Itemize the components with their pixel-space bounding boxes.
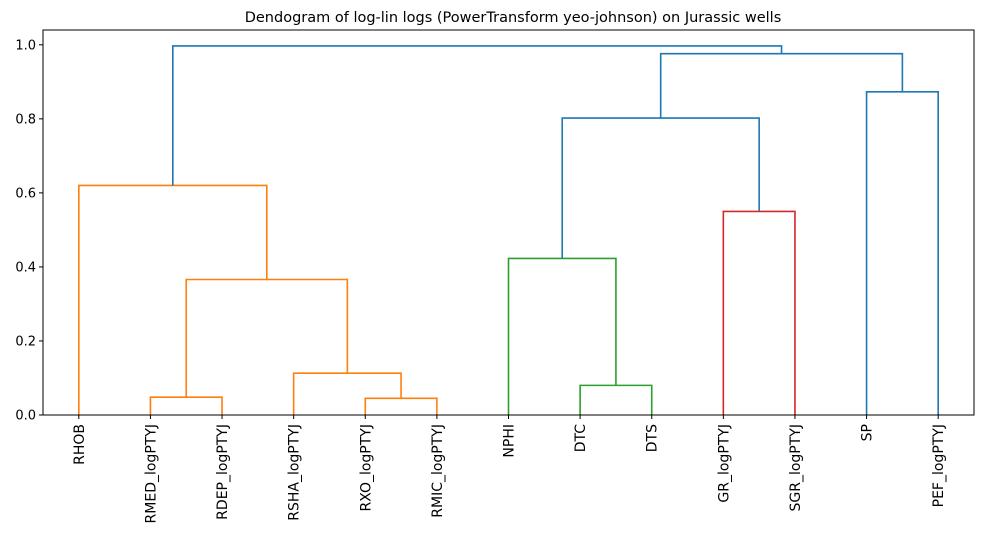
- leaf-label: PEF_logPTYJ: [931, 424, 947, 507]
- dendrogram-link-4: [185, 278, 349, 398]
- leaf-label: NPHI: [502, 424, 518, 458]
- chart-title: Dendogram of log-lin logs (PowerTransfor…: [245, 10, 782, 26]
- dendrogram-link-9: [561, 117, 760, 259]
- leaf-label: RHOB: [72, 424, 88, 465]
- leaf-label: RSHA_logPTYJ: [287, 424, 303, 521]
- leaf-label: GR_logPTYJ: [716, 424, 732, 503]
- y-tick-label: 0.6: [15, 186, 36, 201]
- y-tick-label: 0.2: [15, 334, 36, 349]
- leaf-label: DTC: [573, 424, 589, 453]
- leaf-label: SP: [860, 424, 876, 441]
- dendrogram-link-3: [292, 372, 402, 415]
- dendrogram-link-7: [507, 257, 617, 415]
- plot-frame: [42, 29, 975, 416]
- dendrogram-link-10: [865, 91, 939, 415]
- dendrogram-links: [78, 45, 939, 415]
- y-tick-label: 0.4: [15, 260, 36, 275]
- dendrogram-link-12: [172, 45, 783, 186]
- y-tick-label: 0.8: [15, 112, 36, 127]
- x-axis: RHOB RMED_logPTYJ RDEP_logPTYJ RSHA_logPTYJ…: [72, 415, 947, 523]
- y-tick-label: 0.0: [15, 409, 36, 424]
- dendrogram-link-5: [78, 184, 268, 415]
- leaf-label: RXO_logPTYJ: [358, 424, 374, 511]
- dendrogram-link-2: [364, 397, 438, 415]
- leaf-label: DTS: [645, 424, 661, 452]
- leaf-label: SGR_logPTYJ: [788, 424, 804, 511]
- dendrogram-link-8: [722, 210, 796, 415]
- leaf-label: RMIC_logPTYJ: [430, 424, 446, 518]
- leaf-label: RDEP_logPTYJ: [215, 424, 231, 520]
- dendrogram-link-6: [579, 384, 653, 415]
- y-tick-label: 1.0: [15, 38, 36, 53]
- y-axis: 0.0 0.2 0.4 0.6 0.8 1.0: [15, 38, 43, 424]
- leaf-label: RMED_logPTYJ: [143, 424, 159, 523]
- dendrogram-link-1: [149, 396, 223, 415]
